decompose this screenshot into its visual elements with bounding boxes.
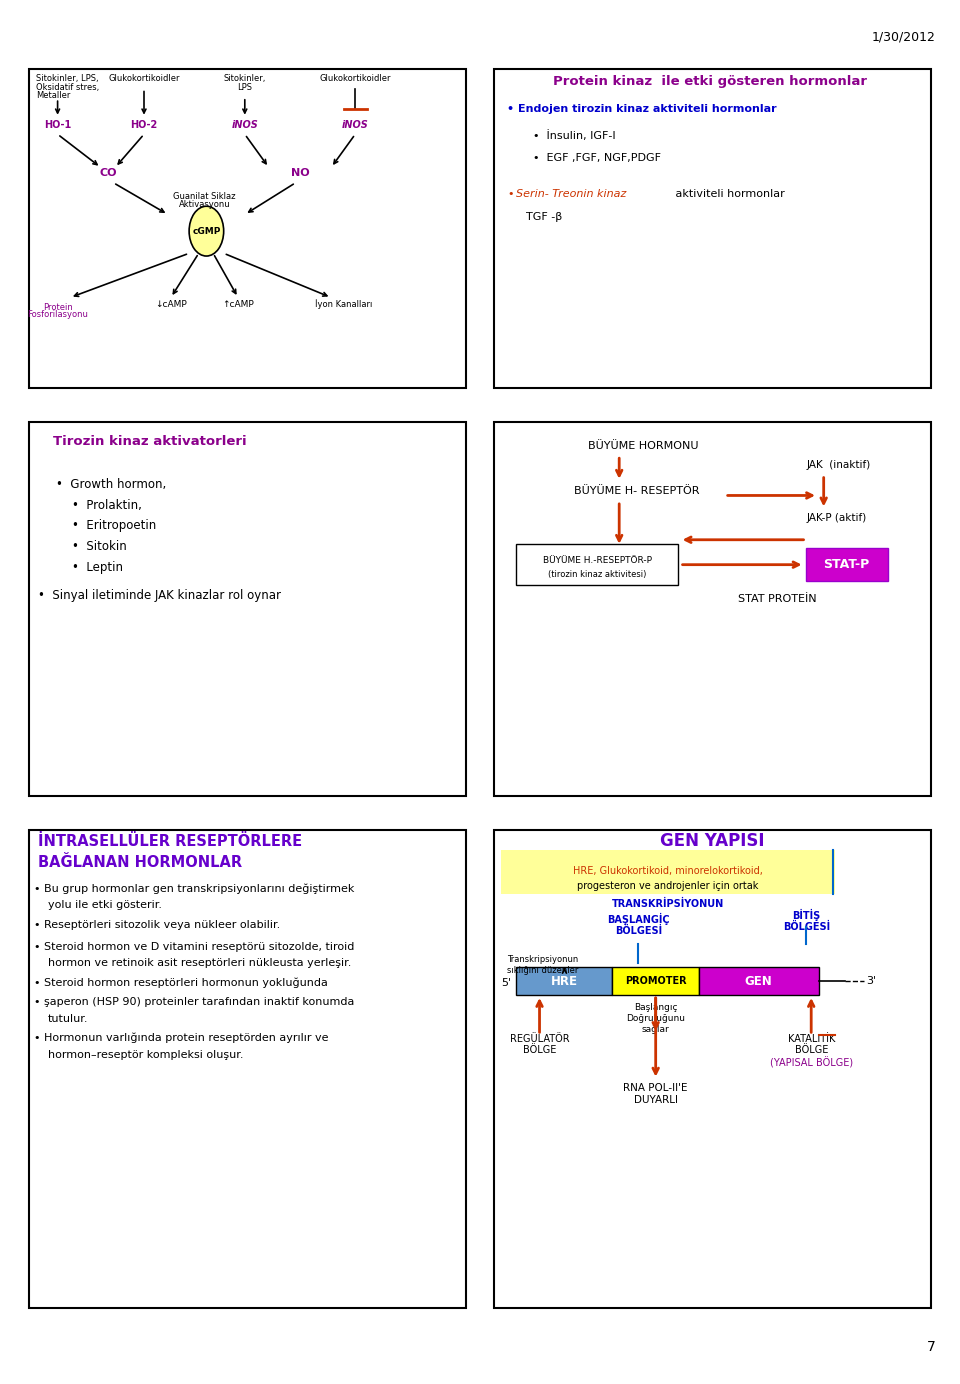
Text: KATALITİK: KATALITİK <box>787 1034 835 1045</box>
Text: Fosforilasyonu: Fosforilasyonu <box>27 310 88 318</box>
Text: BÖLGESİ: BÖLGESİ <box>614 926 662 937</box>
Text: İyon Kanalları: İyon Kanalları <box>315 299 372 310</box>
Text: aktiviteli hormonlar: aktiviteli hormonlar <box>672 188 784 199</box>
Text: DUYARLI: DUYARLI <box>634 1095 678 1106</box>
Text: PROMOTER: PROMOTER <box>625 976 686 987</box>
Text: BÖLGE: BÖLGE <box>523 1045 556 1056</box>
Text: BÜYÜME H- RESEPTÖR: BÜYÜME H- RESEPTÖR <box>574 486 700 497</box>
Text: tutulur.: tutulur. <box>48 1013 88 1024</box>
Text: •: • <box>507 188 514 199</box>
Text: Sitokinler, LPS,: Sitokinler, LPS, <box>36 75 99 83</box>
Text: HRE, Glukokortikoid, minorelokortikoid,: HRE, Glukokortikoid, minorelokortikoid, <box>573 865 763 876</box>
Text: • Reseptörleri sitozolik veya nükleer olabilir.: • Reseptörleri sitozolik veya nükleer ol… <box>34 919 280 930</box>
Text: Serin- Treonin kinaz: Serin- Treonin kinaz <box>516 188 627 199</box>
Text: NO: NO <box>291 167 310 179</box>
Text: Glukokortikoidler: Glukokortikoidler <box>320 75 391 83</box>
Text: Metaller: Metaller <box>36 91 71 100</box>
Text: • Endojen tirozin kinaz aktiviteli hormonlar: • Endojen tirozin kinaz aktiviteli hormo… <box>507 104 777 115</box>
Text: 5': 5' <box>501 977 512 988</box>
Text: • şaperon (HSP 90) proteinler tarafından inaktif konumda: • şaperon (HSP 90) proteinler tarafından… <box>34 996 354 1008</box>
Text: HO-2: HO-2 <box>131 119 157 130</box>
Bar <box>612 967 699 995</box>
Text: BÜYÜME HORMONU: BÜYÜME HORMONU <box>588 440 699 451</box>
Text: BAĞLANAN HORMONLAR: BAĞLANAN HORMONLAR <box>38 855 243 869</box>
Text: TRANSKRİPSİYONUN: TRANSKRİPSİYONUN <box>612 898 724 909</box>
Text: •  Sinyal iletiminde JAK kinazlar rol oynar: • Sinyal iletiminde JAK kinazlar rol oyn… <box>38 588 281 602</box>
Text: hormon–reseptör kompleksi oluşur.: hormon–reseptör kompleksi oluşur. <box>48 1049 244 1060</box>
Text: TGF -β: TGF -β <box>526 212 563 223</box>
Text: Oksidatif stres,: Oksidatif stres, <box>36 83 100 91</box>
Bar <box>516 967 612 995</box>
Text: cGMP: cGMP <box>192 227 221 235</box>
Bar <box>806 548 888 581</box>
Text: GEN: GEN <box>745 974 772 988</box>
Text: Başlangıç: Başlangıç <box>634 1003 678 1012</box>
Text: JAK-P (aktif): JAK-P (aktif) <box>806 512 867 523</box>
Text: sağlar: sağlar <box>642 1026 669 1034</box>
Text: Aktivasyonu: Aktivasyonu <box>179 201 230 209</box>
Text: progesteron ve androjenler için ortak: progesteron ve androjenler için ortak <box>578 880 758 891</box>
Circle shape <box>189 206 224 256</box>
Text: yolu ile etki gösterir.: yolu ile etki gösterir. <box>48 900 162 911</box>
Text: LPS: LPS <box>237 83 252 91</box>
Text: Sitokinler,: Sitokinler, <box>224 75 266 83</box>
Bar <box>699 967 819 995</box>
Text: HRE: HRE <box>551 974 578 988</box>
Text: STAT PROTEİN: STAT PROTEİN <box>738 594 817 605</box>
Text: Protein kinaz  ile etki gösteren hormonlar: Protein kinaz ile etki gösteren hormonla… <box>553 75 868 89</box>
Bar <box>494 69 931 388</box>
Text: RNA POL-II'E: RNA POL-II'E <box>623 1082 688 1093</box>
Text: Doğruluğunu: Doğruluğunu <box>626 1014 685 1023</box>
Bar <box>494 830 931 1308</box>
Text: JAK  (inaktif): JAK (inaktif) <box>806 459 871 471</box>
Text: İNTRASELLÜLER RESEPTÖRLERE: İNTRASELLÜLER RESEPTÖRLERE <box>38 835 302 848</box>
Text: Guanilat Siklaz: Guanilat Siklaz <box>173 192 236 201</box>
Text: GEN YAPISI: GEN YAPISI <box>660 832 764 851</box>
Text: • Steroid hormon reseptörleri hormonun yokluğunda: • Steroid hormon reseptörleri hormonun y… <box>34 977 327 988</box>
Text: STAT-P: STAT-P <box>824 558 870 572</box>
Text: 3': 3' <box>866 976 876 987</box>
Text: ↓cAMP: ↓cAMP <box>155 300 187 309</box>
Text: REGÜLATÖR: REGÜLATÖR <box>510 1034 569 1045</box>
Text: •  Leptin: • Leptin <box>72 561 123 574</box>
Bar <box>29 69 466 388</box>
Text: Protein: Protein <box>43 303 72 311</box>
Text: HO-1: HO-1 <box>44 119 71 130</box>
Text: sıklığını düzenler: sıklığını düzenler <box>507 966 578 974</box>
Text: •  İnsulin, IGF-I: • İnsulin, IGF-I <box>533 130 615 141</box>
Text: iNOS: iNOS <box>231 119 258 130</box>
Text: Tirozin kinaz aktivatorleri: Tirozin kinaz aktivatorleri <box>53 435 247 448</box>
Text: • Bu grup hormonlar gen transkripsiyonlarını değiştirmek: • Bu grup hormonlar gen transkripsiyonla… <box>34 883 354 894</box>
Bar <box>29 422 466 796</box>
Text: BÖLGESİ: BÖLGESİ <box>782 922 830 933</box>
Text: •  EGF ,FGF, NGF,PDGF: • EGF ,FGF, NGF,PDGF <box>533 152 660 163</box>
Bar <box>501 850 835 894</box>
Text: • Steroid hormon ve D vitamini reseptörü sitozolde, tiroid: • Steroid hormon ve D vitamini reseptörü… <box>34 941 354 952</box>
Text: 1/30/2012: 1/30/2012 <box>872 30 936 43</box>
Text: BÜYÜME H.-RESEPTÖR-P: BÜYÜME H.-RESEPTÖR-P <box>542 556 652 565</box>
Text: Glukokortikoidler: Glukokortikoidler <box>108 75 180 83</box>
Text: • Hormonun varlığında protein reseptörden ayrılır ve: • Hormonun varlığında protein reseptörde… <box>34 1032 328 1044</box>
Text: BÖLGE: BÖLGE <box>795 1045 828 1056</box>
Text: (YAPISAL BÖLGE): (YAPISAL BÖLGE) <box>770 1057 852 1068</box>
Text: 7: 7 <box>927 1340 936 1354</box>
Bar <box>494 422 931 796</box>
Text: ↑cAMP: ↑cAMP <box>222 300 254 309</box>
Text: BİTİŞ: BİTİŞ <box>792 909 821 920</box>
Text: iNOS: iNOS <box>342 119 369 130</box>
Text: BAŞLANGİÇ: BAŞLANGİÇ <box>607 913 670 925</box>
Text: •  Growth hormon,: • Growth hormon, <box>56 477 166 491</box>
Text: •  Eritropoetin: • Eritropoetin <box>72 519 156 533</box>
Bar <box>516 544 678 585</box>
Text: •  Sitokin: • Sitokin <box>72 540 127 554</box>
Text: hormon ve retinoik asit reseptörleri nükleusta yerleşir.: hormon ve retinoik asit reseptörleri nük… <box>48 958 351 969</box>
Bar <box>29 830 466 1308</box>
Text: (tirozin kinaz aktivitesi): (tirozin kinaz aktivitesi) <box>548 570 646 579</box>
Text: CO: CO <box>100 167 117 179</box>
Text: •  Prolaktin,: • Prolaktin, <box>72 498 142 512</box>
Text: Transkripsiyonun: Transkripsiyonun <box>507 955 578 963</box>
